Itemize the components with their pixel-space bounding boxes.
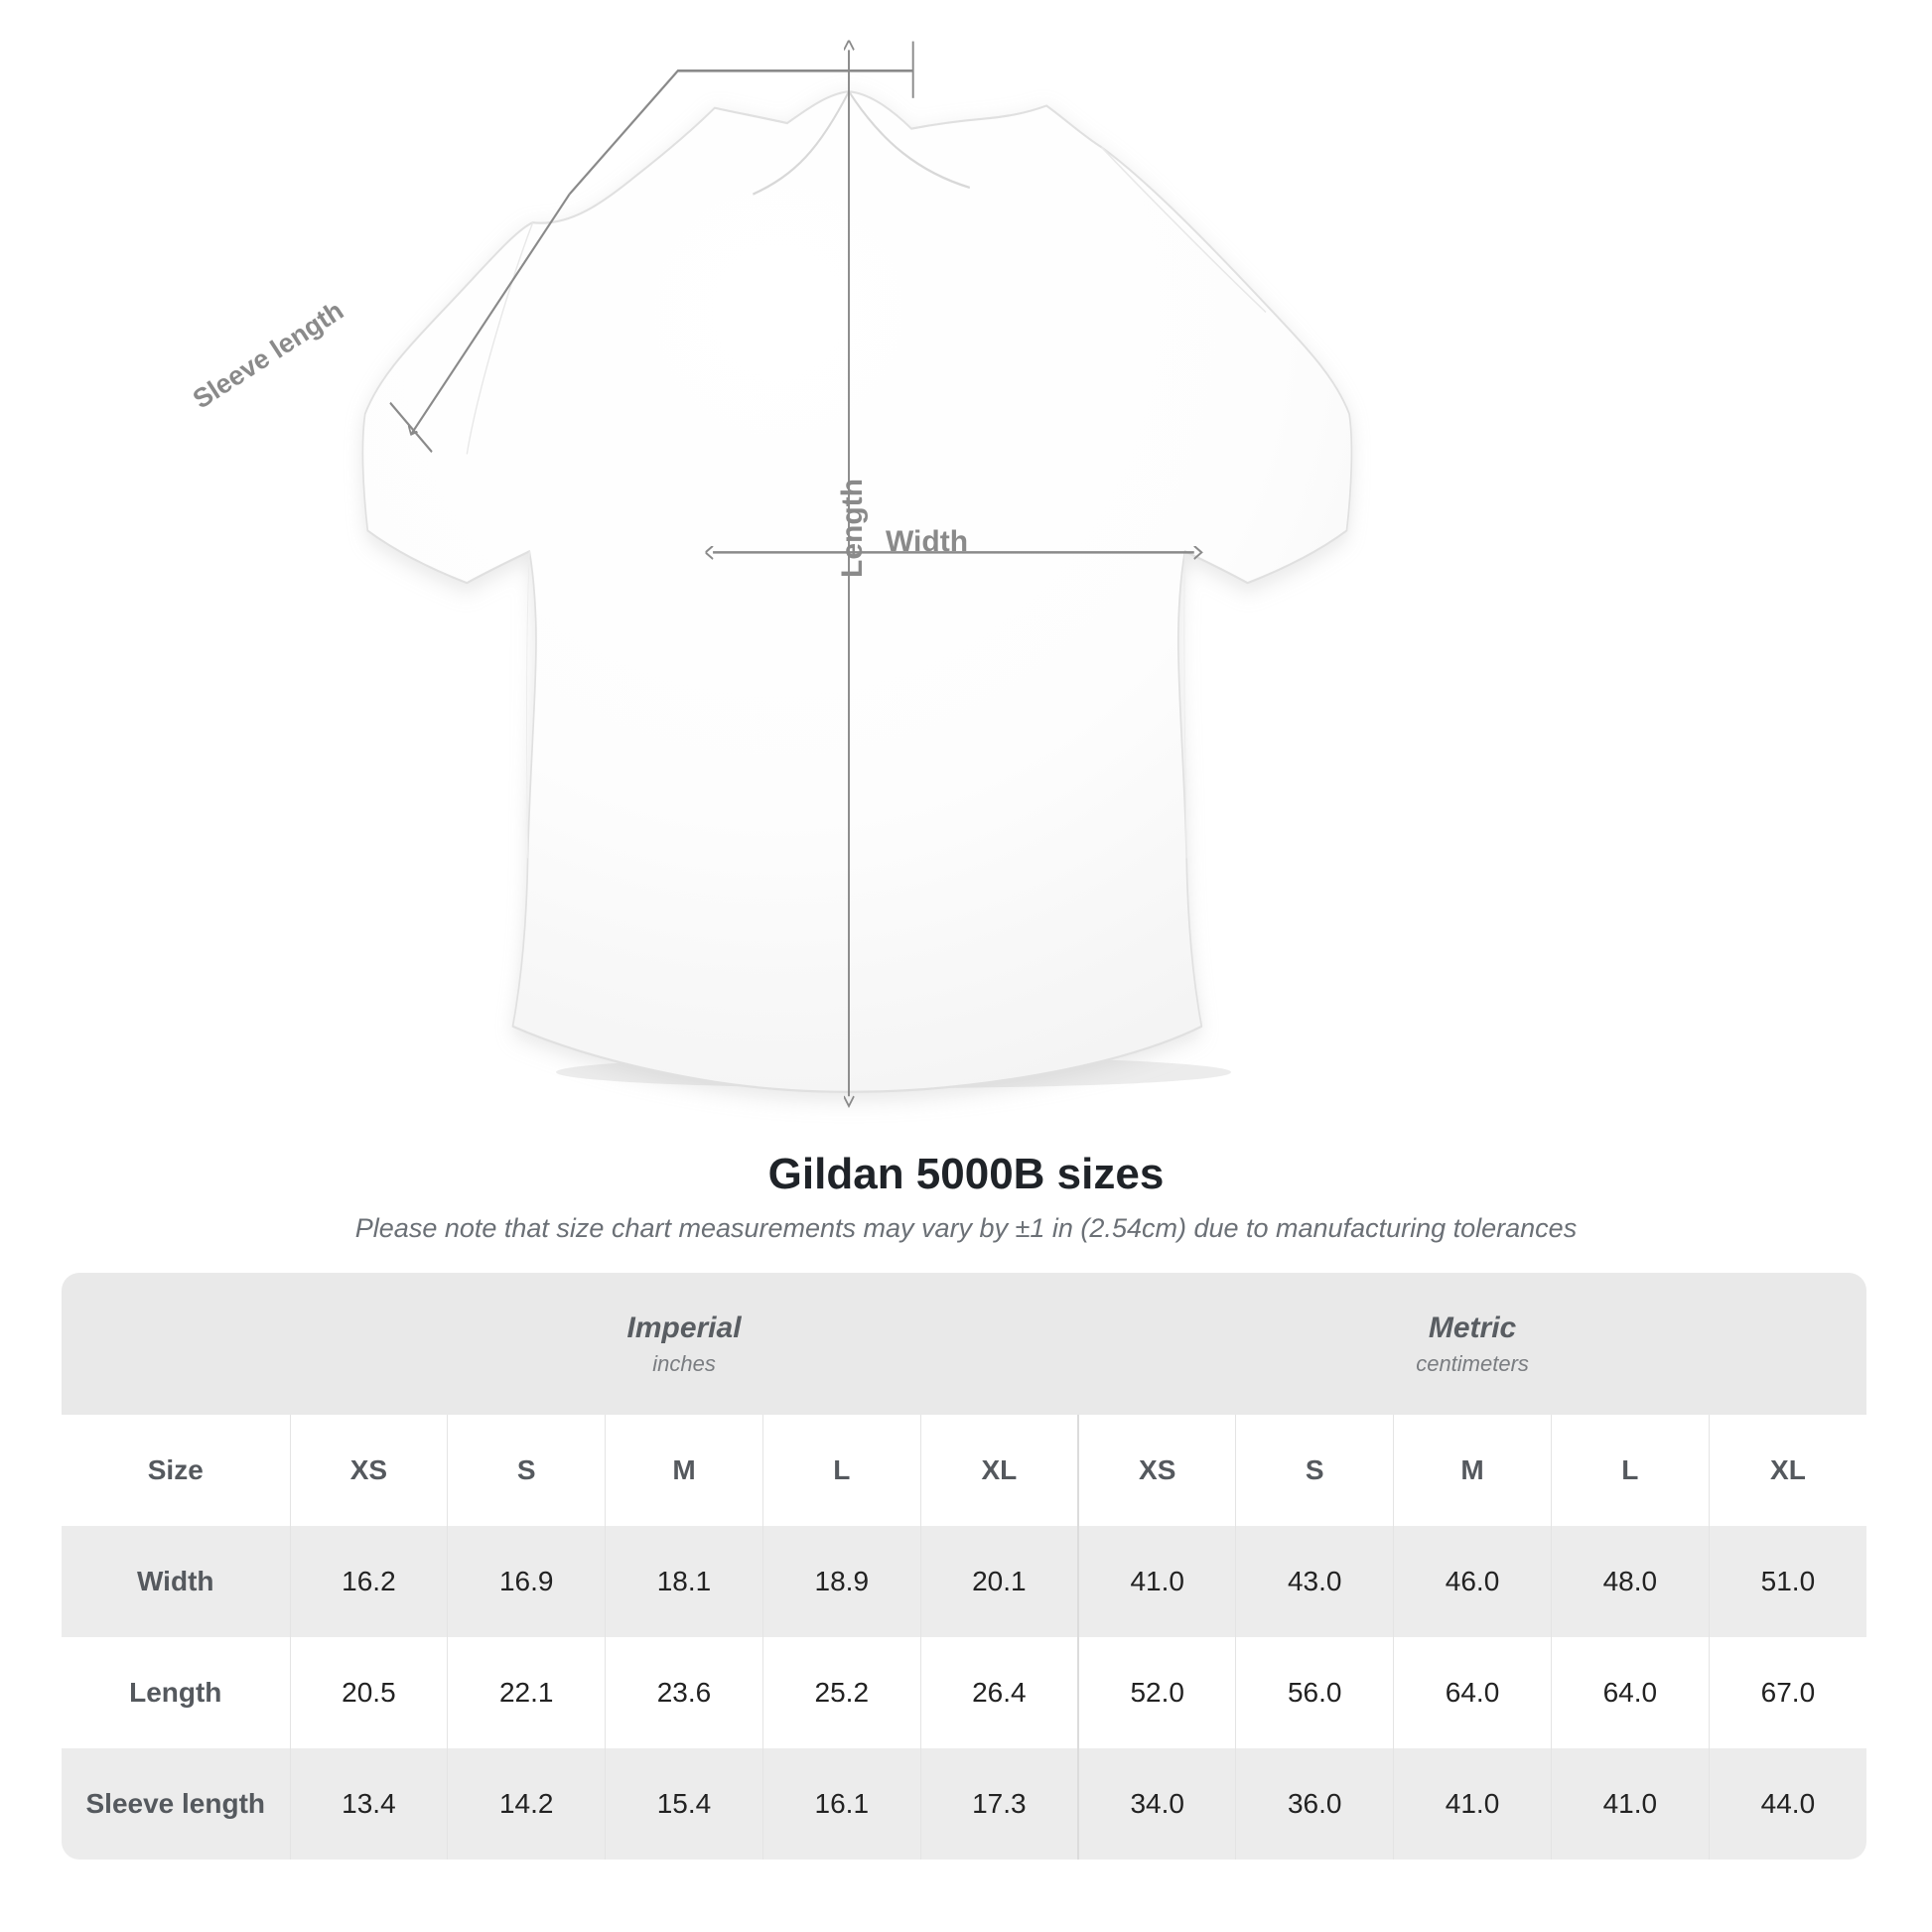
svg-text:Width: Width (886, 525, 968, 558)
svg-text:Sleeve length: Sleeve length (188, 295, 348, 414)
svg-text:Length: Length (836, 479, 869, 578)
